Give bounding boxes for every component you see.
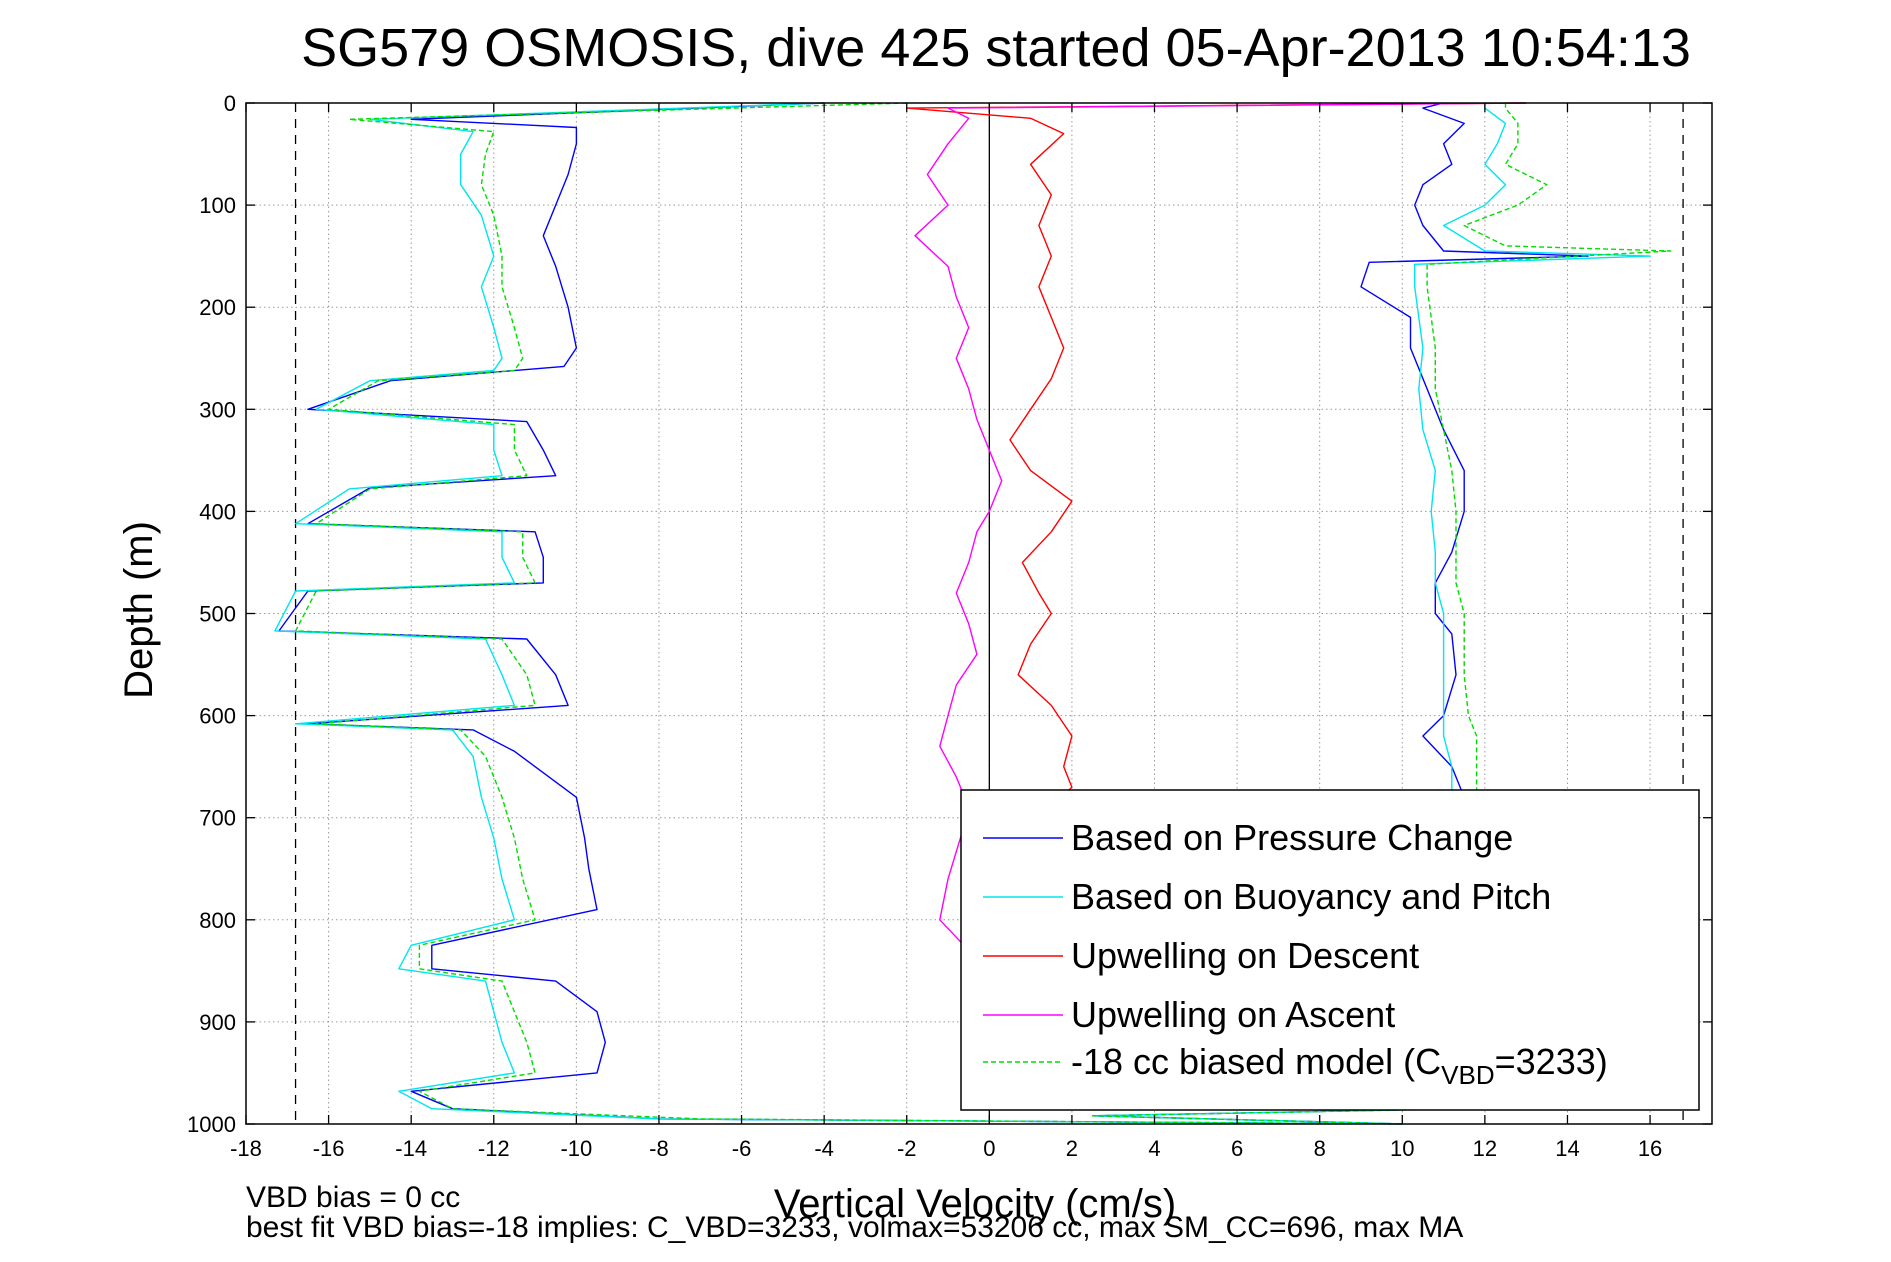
legend-subscript: VBD — [1441, 1060, 1494, 1090]
x-tick-label: -18 — [230, 1136, 262, 1161]
series-line-upwelling-on-ascent — [914, 102, 1527, 1110]
y-tick-label: 0 — [224, 91, 236, 116]
x-tick-label: 16 — [1638, 1136, 1662, 1161]
y-tick-label: 300 — [199, 397, 236, 422]
y-tick-label: 100 — [199, 193, 236, 218]
x-tick-label: -10 — [560, 1136, 592, 1161]
y-tick-label: 900 — [199, 1010, 236, 1035]
x-tick-label: 0 — [983, 1136, 995, 1161]
y-tick-label: 700 — [199, 806, 236, 831]
x-tick-label: -12 — [478, 1136, 510, 1161]
legend-box — [960, 789, 1700, 1111]
best-fit-note: best fit VBD bias=-18 implies: C_VBD=323… — [246, 1211, 1464, 1244]
x-tick-label: 12 — [1473, 1136, 1497, 1161]
x-tick-label: 4 — [1148, 1136, 1160, 1161]
x-tick-label: 6 — [1231, 1136, 1243, 1161]
series-line-upwelling-on-descent — [906, 102, 1527, 808]
chart-title: SG579 OSMOSIS, dive 425 started 05-Apr-2… — [301, 18, 1691, 78]
y-tick-label: 500 — [199, 602, 236, 627]
chart-legend: Based on Pressure Change Based on Buoyanc… — [960, 789, 1700, 1111]
y-tick-label: 1000 — [187, 1112, 236, 1137]
y-tick-label: 600 — [199, 704, 236, 729]
legend-label: -18 cc biased model (CVBD=3233) — [1071, 1041, 1608, 1090]
x-tick-label: -14 — [395, 1136, 427, 1161]
legend-suffix: =3233) — [1495, 1041, 1608, 1082]
y-tick-label: 800 — [199, 908, 236, 933]
x-tick-label: 14 — [1555, 1136, 1579, 1161]
legend-label: Upwelling on Ascent — [1071, 994, 1395, 1035]
x-tick-label: -2 — [897, 1136, 917, 1161]
x-tick-label: 10 — [1390, 1136, 1414, 1161]
series-line-based-on-buoyancy-and-pitch — [274, 102, 1651, 1125]
vbd-bias-note: VBD bias = 0 cc — [246, 1181, 461, 1214]
series-line-18-cc-biased-model-c-vbd-3233 — [294, 102, 1672, 1125]
x-tick-label: -4 — [814, 1136, 834, 1161]
data-series — [274, 102, 1672, 1125]
y-tick-label: 200 — [199, 295, 236, 320]
legend-label: Upwelling on Descent — [1071, 935, 1419, 976]
y-axis-ticks: 0 100 200 300 400 500 600 700 800 900 1000 — [187, 91, 1712, 1137]
x-tick-label: -8 — [649, 1136, 669, 1161]
y-axis-label: Depth (m) — [117, 521, 161, 699]
legend-label: Based on Buoyancy and Pitch — [1071, 876, 1551, 917]
x-axis-ticks: -18 -16 -14 -12 -10 -8 -6 -4 -2 0 2 4 6 8 10 12 14 16 — [230, 103, 1662, 1161]
x-tick-label: -6 — [732, 1136, 752, 1161]
legend-label: Based on Pressure Change — [1071, 817, 1513, 858]
series-line-based-on-pressure-change — [278, 102, 1589, 1125]
y-tick-label: 400 — [199, 499, 236, 524]
x-tick-label: 2 — [1066, 1136, 1078, 1161]
x-axis-label: Vertical Velocity (cm/s) — [774, 1182, 1176, 1226]
x-tick-label: -16 — [313, 1136, 345, 1161]
x-tick-label: 8 — [1314, 1136, 1326, 1161]
